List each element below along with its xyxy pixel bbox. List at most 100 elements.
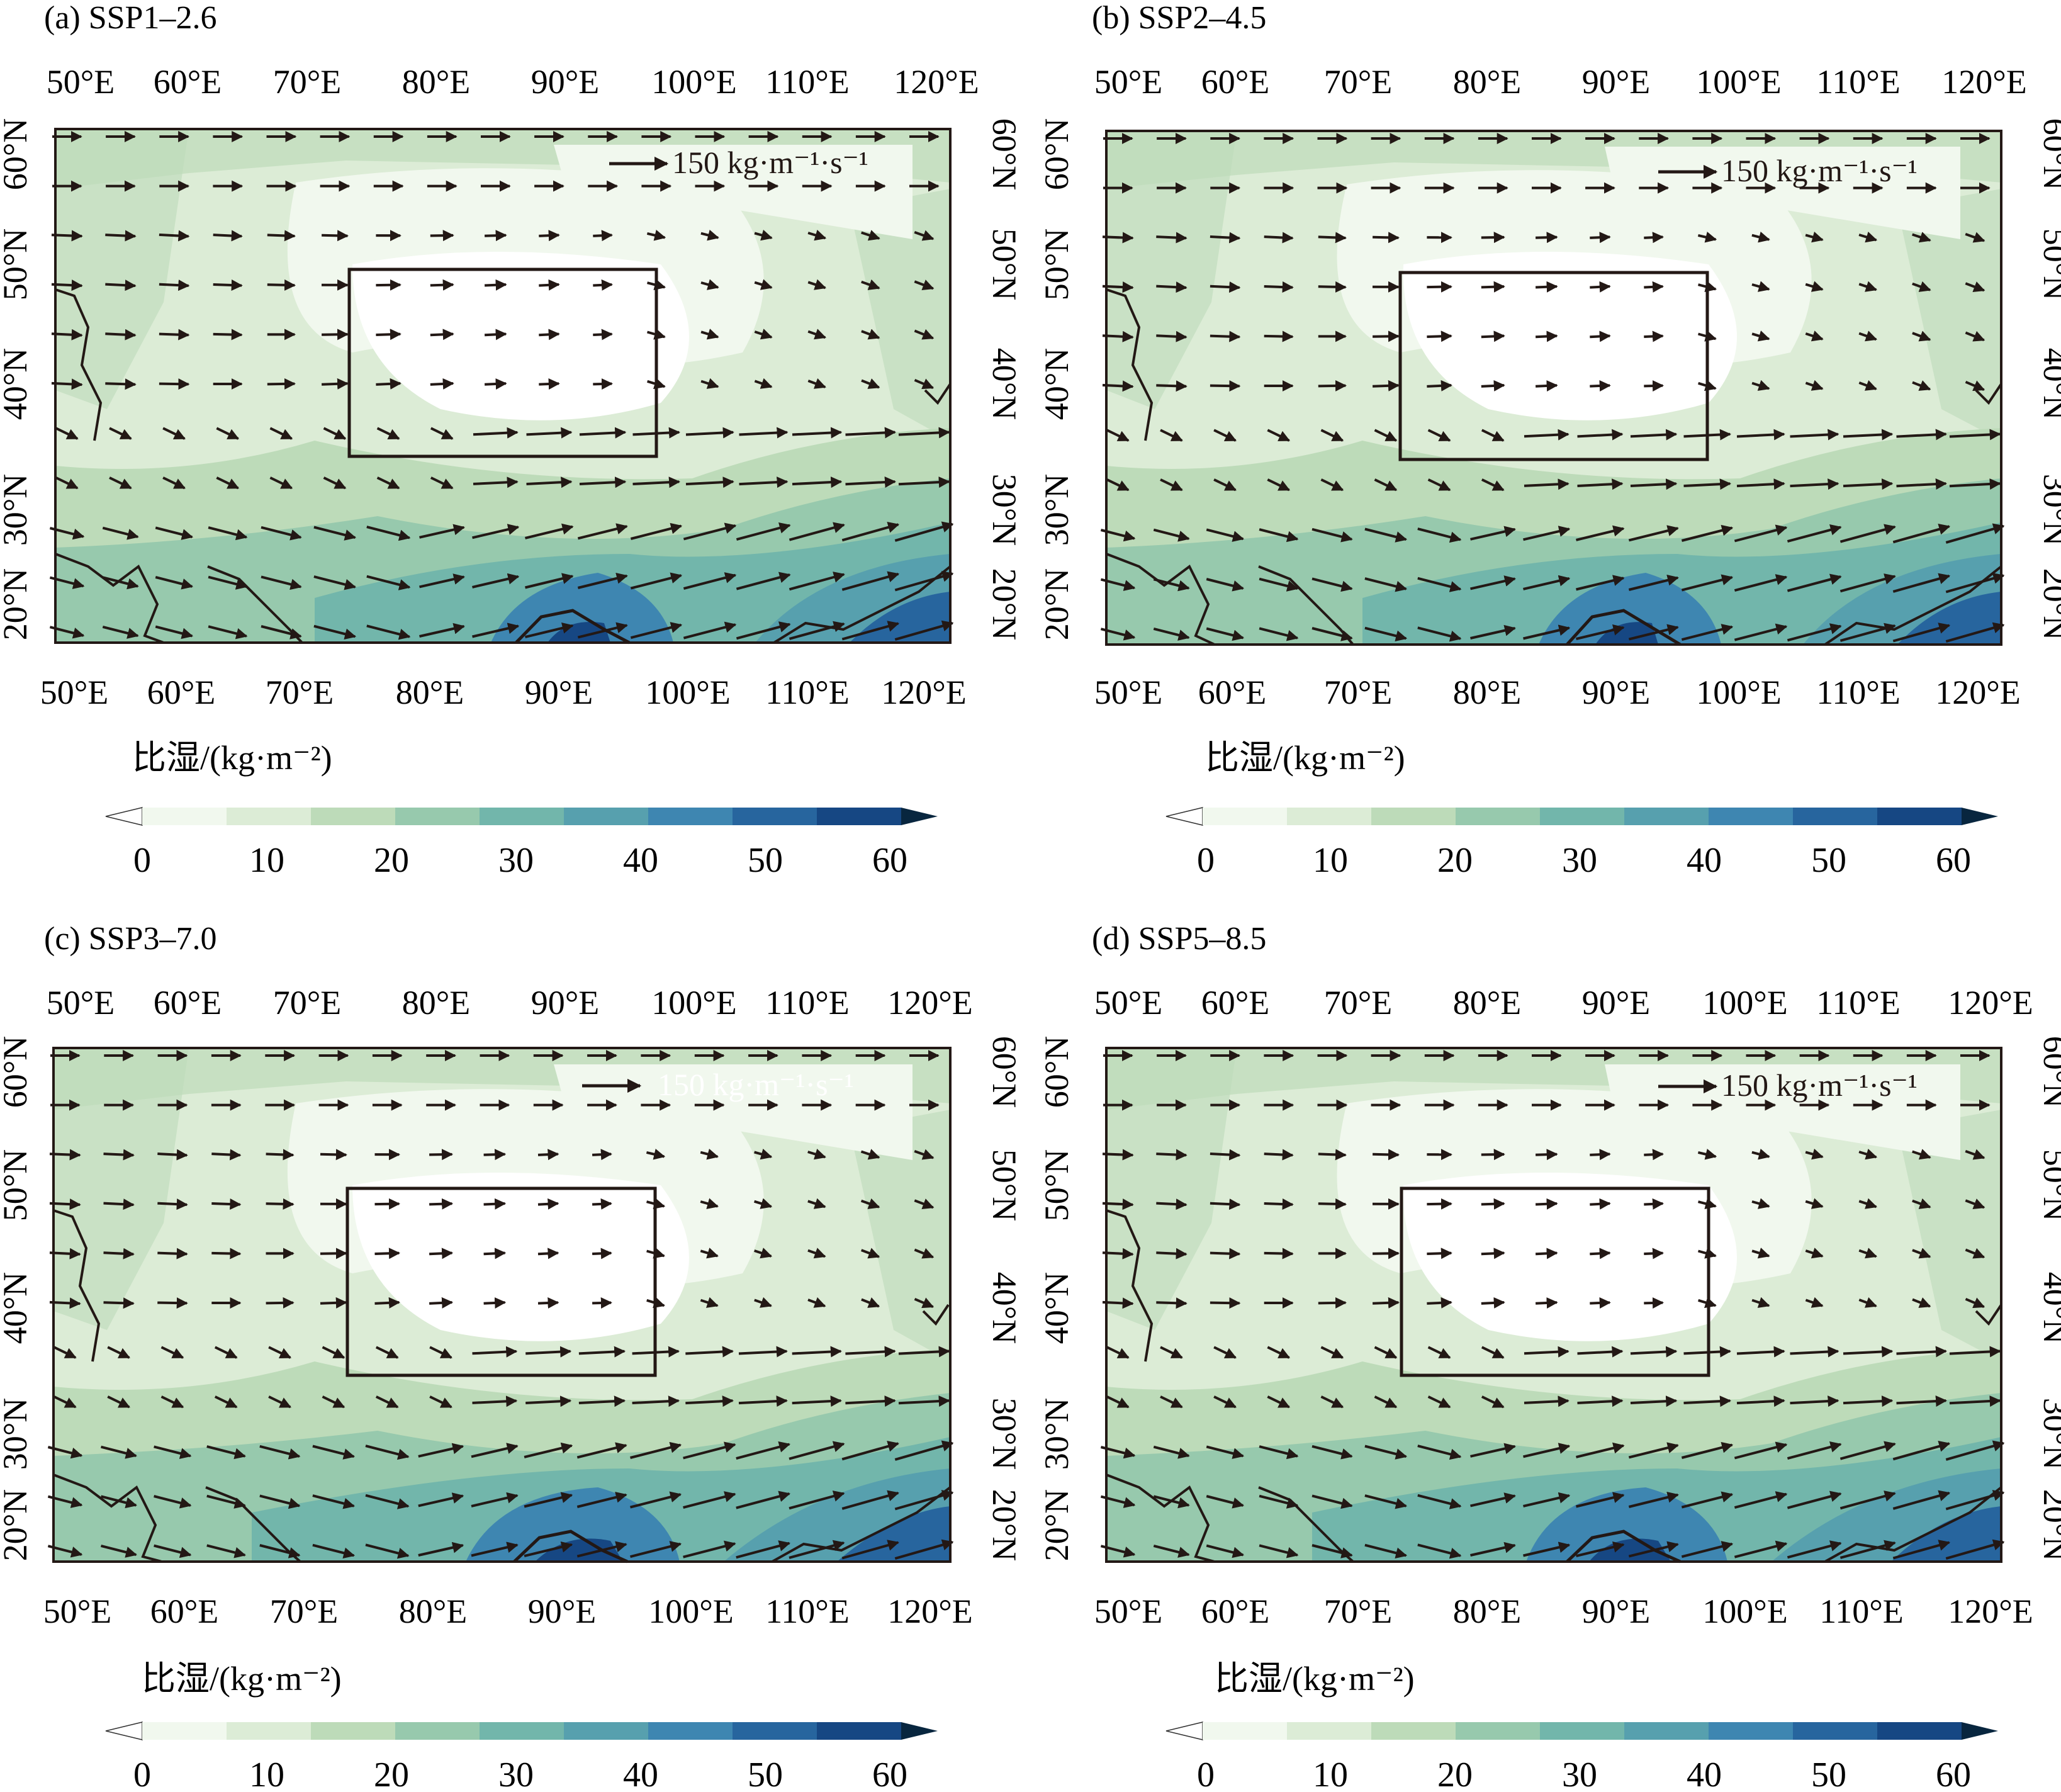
colorbar-tick: 30	[1562, 1755, 1597, 1789]
lon-label: 100°E	[1696, 63, 1782, 101]
flux-vector	[429, 1302, 452, 1304]
flux-vector	[213, 235, 242, 236]
lon-label: 80°E	[402, 984, 471, 1022]
flux-vector	[1318, 1154, 1345, 1155]
lon-label: 70°E	[1324, 673, 1393, 711]
lon-label: 60°E	[154, 63, 222, 101]
flux-vector	[1590, 237, 1610, 238]
flux-vector	[1427, 287, 1451, 288]
lon-label: 80°E	[402, 63, 471, 101]
flux-vector	[157, 1253, 187, 1254]
lat-label: 20°N	[2036, 1489, 2061, 1562]
lon-label: 100°E	[1696, 673, 1782, 711]
colorbar-max-arrow	[901, 808, 938, 825]
map-area: 150 kg·m⁻¹·s⁻¹	[1101, 131, 2003, 645]
flux-vector	[430, 235, 453, 236]
flux-vector	[539, 235, 559, 236]
flux-vector	[159, 334, 189, 335]
flux-vector	[1644, 336, 1663, 337]
colorbar-tick: 30	[1562, 841, 1597, 880]
colorbar-swatch	[733, 1722, 817, 1740]
flux-vector	[1156, 385, 1186, 386]
flux-vector	[592, 1303, 611, 1304]
flux-vector	[266, 1303, 293, 1304]
left-lat-labels: 20°N 30°N 40°N 50°N 60°N	[0, 1036, 34, 1562]
lon-label: 120°E	[887, 1592, 973, 1630]
colorbar-swatches	[106, 808, 938, 825]
flux-vector	[1210, 336, 1240, 337]
right-lat-labels: 20°N 30°N 40°N 50°N 60°N	[986, 118, 1023, 641]
flux-vector	[211, 1203, 240, 1205]
lat-label: 60°N	[986, 118, 1023, 191]
colorbar-min-arrow	[1166, 808, 1203, 825]
colorbar-swatch	[648, 1722, 733, 1740]
flux-vector	[430, 383, 453, 385]
colorbar-tick: 30	[498, 841, 534, 880]
flux-vector	[1318, 1203, 1345, 1204]
flux-vector	[1210, 1154, 1240, 1155]
flux-vector	[1156, 1302, 1186, 1304]
flux-vector	[376, 334, 400, 335]
flux-vector	[429, 1203, 452, 1204]
flux-vector	[1481, 1203, 1504, 1204]
lat-label: 40°N	[0, 348, 34, 420]
flux-vector	[375, 1253, 400, 1254]
flux-vector	[1590, 1253, 1610, 1254]
colorbar-tick: 20	[1437, 841, 1473, 880]
lon-label: 80°E	[399, 1592, 468, 1630]
colorbar-swatches	[106, 1722, 938, 1740]
colorbar: 比湿/(kg·m⁻²) 0 10 20 30 40 50 60	[106, 739, 938, 880]
colorbar-min-arrow	[106, 1722, 142, 1740]
lon-label: 80°E	[1453, 673, 1522, 711]
colorbar-tick: 40	[1687, 1755, 1722, 1789]
lat-label: 20°N	[1038, 1489, 1075, 1562]
lon-label: 60°E	[147, 673, 216, 711]
colorbar-swatch	[395, 808, 480, 825]
lat-label: 50°N	[1038, 228, 1075, 301]
colorbar-tick: 60	[872, 841, 907, 880]
lon-label: 110°E	[765, 1592, 850, 1630]
colorbar-tick: 60	[1936, 841, 1971, 880]
flux-vector	[1644, 237, 1663, 238]
colorbar-swatch	[817, 808, 902, 825]
flux-vector	[1318, 286, 1345, 287]
colorbar-swatch	[227, 808, 312, 825]
reference-vector-label: 150 kg·m⁻¹·s⁻¹	[1721, 1068, 1918, 1103]
flux-vector	[1156, 1154, 1186, 1155]
left-lat-labels: 20°N 30°N 40°N 50°N 60°N	[1038, 1036, 1075, 1562]
colorbar-swatch	[1793, 808, 1878, 825]
panel-title: (b) SSP2–4.5	[1092, 0, 1266, 36]
colorbar-tick: 40	[623, 841, 658, 880]
lat-label: 50°N	[0, 1149, 34, 1222]
top-lon-labels: 50°E 60°E 70°E 80°E 90°E 100°E 110°E 120…	[47, 984, 973, 1022]
colorbar-swatches	[1166, 1722, 1998, 1740]
right-lat-labels: 20°N 30°N 40°N 50°N 60°N	[2036, 1036, 2061, 1562]
flux-vector	[1427, 385, 1451, 386]
colorbar: 比湿/(kg·m⁻²) 0 10 20 30 40 50 60	[1166, 1660, 1998, 1789]
lon-label: 120°E	[1935, 673, 2021, 711]
flux-vector	[1590, 336, 1610, 337]
colorbar: 比湿/(kg·m⁻²) 0 10 20 30 40 50 60	[1166, 739, 1998, 880]
lon-label: 90°E	[1582, 1592, 1651, 1630]
lon-label: 60°E	[1201, 1592, 1270, 1630]
flux-vector	[104, 1253, 134, 1254]
lat-label: 20°N	[2036, 568, 2061, 641]
flux-vector	[376, 383, 400, 385]
flux-vector	[1373, 336, 1398, 337]
flux-vector	[104, 1203, 134, 1205]
lon-label: 90°E	[525, 673, 593, 711]
lon-label: 110°E	[765, 63, 850, 101]
flux-vector	[1264, 286, 1293, 288]
right-lat-labels: 20°N 30°N 40°N 50°N 60°N	[2036, 118, 2061, 641]
flux-vector	[593, 235, 612, 236]
lon-label: 90°E	[1582, 984, 1651, 1022]
lon-label: 50°E	[1094, 1592, 1163, 1630]
lat-label: 30°N	[0, 1398, 34, 1470]
flux-vector	[1373, 1253, 1398, 1254]
flux-vector	[1373, 1154, 1398, 1155]
colorbar-swatch	[1540, 808, 1625, 825]
colorbar-swatch	[311, 808, 396, 825]
flux-vector	[1156, 1203, 1186, 1205]
lat-label: 60°N	[1038, 118, 1075, 191]
top-lon-labels: 50°E 60°E 70°E 80°E 90°E 100°E 110°E 120…	[47, 63, 979, 101]
